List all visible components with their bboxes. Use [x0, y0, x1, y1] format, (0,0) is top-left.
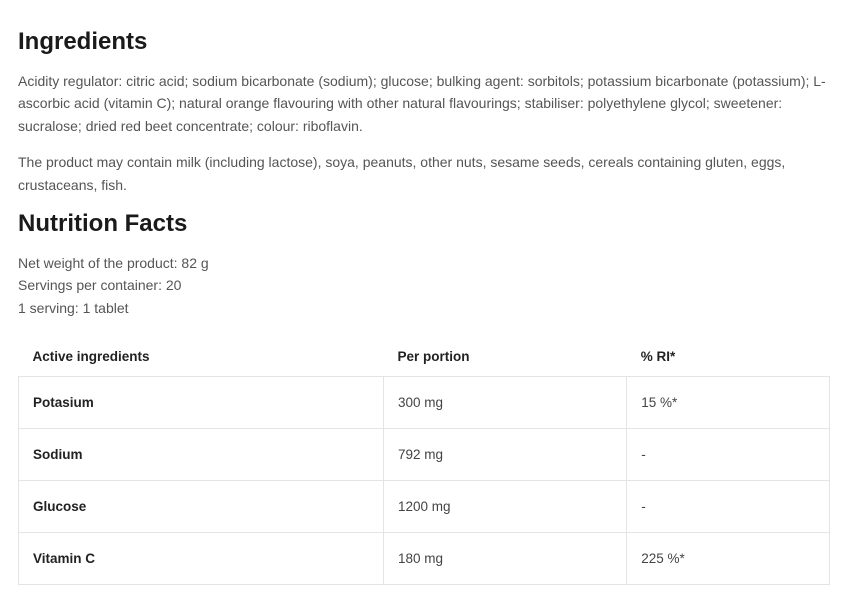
col-ri: % RI*	[627, 337, 830, 377]
ingredient-name: Glucose	[19, 481, 384, 533]
ingredient-portion: 300 mg	[383, 377, 626, 429]
net-weight: Net weight of the product: 82 g	[18, 252, 830, 274]
ingredients-heading: Ingredients	[18, 28, 830, 56]
ingredients-list: Acidity regulator: citric acid; sodium b…	[18, 70, 830, 137]
table-row: Potasium 300 mg 15 %*	[19, 377, 830, 429]
ingredient-ri: 225 %*	[627, 533, 830, 585]
serving-size: 1 serving: 1 tablet	[18, 297, 830, 319]
table-row: Vitamin C 180 mg 225 %*	[19, 533, 830, 585]
nutrition-meta: Net weight of the product: 82 g Servings…	[18, 252, 830, 319]
ingredient-name: Sodium	[19, 429, 384, 481]
col-active-ingredients: Active ingredients	[19, 337, 384, 377]
nutrition-heading: Nutrition Facts	[18, 210, 830, 238]
ingredient-name: Vitamin C	[19, 533, 384, 585]
ingredient-portion: 180 mg	[383, 533, 626, 585]
table-row: Sodium 792 mg -	[19, 429, 830, 481]
allergen-warning: The product may contain milk (including …	[18, 151, 830, 196]
ingredient-ri: -	[627, 481, 830, 533]
table-header-row: Active ingredients Per portion % RI*	[19, 337, 830, 377]
col-per-portion: Per portion	[383, 337, 626, 377]
nutrition-table: Active ingredients Per portion % RI* Pot…	[18, 337, 830, 585]
table-row: Glucose 1200 mg -	[19, 481, 830, 533]
ingredient-name: Potasium	[19, 377, 384, 429]
ingredient-ri: 15 %*	[627, 377, 830, 429]
ingredient-portion: 1200 mg	[383, 481, 626, 533]
servings-per-container: Servings per container: 20	[18, 274, 830, 296]
ingredient-ri: -	[627, 429, 830, 481]
ingredient-portion: 792 mg	[383, 429, 626, 481]
